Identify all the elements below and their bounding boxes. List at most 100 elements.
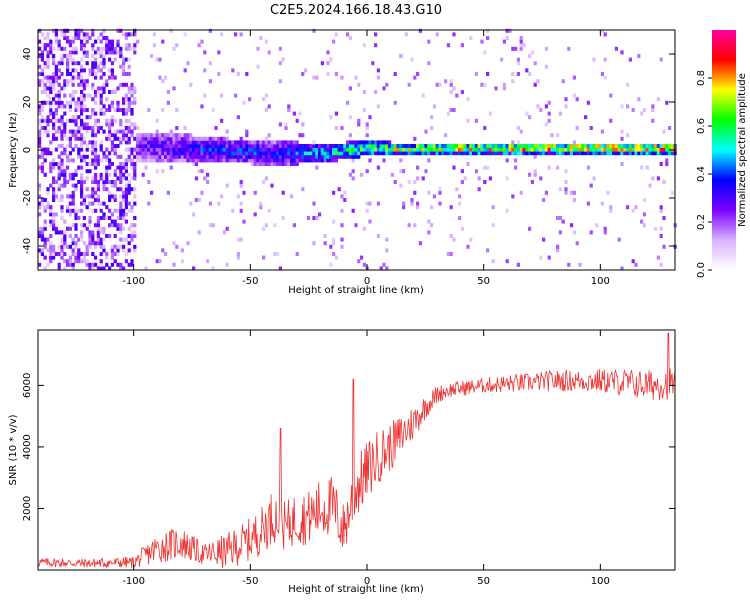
heatmap-cell xyxy=(346,140,350,145)
heatmap-cell xyxy=(416,147,420,152)
heatmap-cell xyxy=(52,165,56,170)
heatmap-cell xyxy=(376,75,380,80)
heatmap-cell xyxy=(105,122,109,127)
heatmap-cell xyxy=(91,97,95,102)
heatmap-cell xyxy=(446,111,450,116)
heatmap-cell xyxy=(659,162,663,166)
heatmap-cell xyxy=(362,90,366,94)
heatmap-cell xyxy=(306,216,310,220)
heatmap-cell xyxy=(105,118,109,123)
heatmap-cell xyxy=(127,118,131,123)
heatmap-cell xyxy=(528,54,532,58)
heatmap-cell xyxy=(80,140,84,145)
heatmap-cell xyxy=(270,158,274,163)
heatmap-cell xyxy=(460,147,464,152)
heatmap-cell xyxy=(505,176,509,181)
heatmap-cell xyxy=(119,194,123,199)
heatmap-cell xyxy=(38,82,42,87)
heatmap-cell xyxy=(46,201,50,206)
heatmap-cell xyxy=(91,208,95,213)
heatmap-cell xyxy=(550,147,554,152)
heatmap-cell xyxy=(404,151,408,156)
heatmap-cell xyxy=(407,223,411,228)
heatmap-cell xyxy=(407,147,411,152)
heatmap-cell xyxy=(662,147,666,152)
heatmap-cell xyxy=(113,234,117,238)
heatmap-cell xyxy=(63,36,67,40)
heatmap-cell xyxy=(376,234,380,238)
heatmap-cell xyxy=(122,108,126,112)
heatmap-cell xyxy=(130,82,134,87)
heatmap-cell xyxy=(413,144,417,148)
heatmap-cell xyxy=(71,201,75,206)
heatmap-cell xyxy=(130,208,134,213)
heatmap-cell xyxy=(158,133,162,138)
heatmap-cell xyxy=(124,183,128,188)
snr-x-tick-label: 0 xyxy=(364,576,370,587)
heatmap-cell xyxy=(556,216,560,220)
heatmap-cell xyxy=(91,151,95,156)
heatmap-cell xyxy=(656,147,660,152)
heatmap-cell xyxy=(343,147,347,152)
heatmap-cell xyxy=(60,151,64,156)
heatmap-cell xyxy=(40,100,44,105)
heatmap-cell xyxy=(52,61,56,66)
heatmap-cell xyxy=(659,205,663,210)
heatmap-cell xyxy=(124,147,128,152)
heatmap-cell xyxy=(544,122,548,127)
heatmap-cell xyxy=(164,75,168,80)
heatmap-cell xyxy=(127,158,131,163)
heatmap-cell xyxy=(180,144,184,148)
heatmap-cell xyxy=(43,151,47,156)
heatmap-cell xyxy=(102,151,106,156)
spectrogram-x-ticks: -100 -50 0 50 100 xyxy=(122,30,610,287)
heatmap-cell xyxy=(175,140,179,145)
heatmap-cell xyxy=(66,259,70,264)
heatmap-cell xyxy=(49,108,53,112)
heatmap-cell xyxy=(80,259,84,264)
heatmap-cell xyxy=(155,158,159,163)
heatmap-cell xyxy=(169,136,173,141)
heatmap-cell xyxy=(80,90,84,94)
heatmap-cell xyxy=(82,136,86,141)
heatmap-cell xyxy=(130,262,134,267)
heatmap-cell xyxy=(96,129,100,134)
heatmap-cell xyxy=(52,158,56,163)
heatmap-cell xyxy=(54,194,58,199)
heatmap-cell xyxy=(491,259,495,264)
heatmap-cell xyxy=(578,262,582,267)
heatmap-cell xyxy=(253,190,257,195)
heatmap-cell xyxy=(603,32,607,37)
heatmap-cell xyxy=(547,147,551,152)
heatmap-cell xyxy=(379,140,383,145)
heatmap-cell xyxy=(77,136,81,141)
spectrogram-ylabel: Frequency (Hz) xyxy=(8,112,19,188)
heatmap-cell xyxy=(77,237,81,242)
heatmap-cell xyxy=(259,162,263,166)
heatmap-cell xyxy=(466,244,470,249)
heatmap-cell xyxy=(438,147,442,152)
heatmap-cell xyxy=(113,147,117,152)
heatmap-cell xyxy=(110,244,114,249)
heatmap-cell xyxy=(572,190,576,195)
heatmap-cell xyxy=(220,136,224,141)
heatmap-cell xyxy=(600,151,604,156)
heatmap-cell xyxy=(192,158,196,163)
heatmap-cell xyxy=(96,126,100,130)
heatmap-cell xyxy=(74,61,78,66)
heatmap-cell xyxy=(368,158,372,163)
heatmap-cell xyxy=(239,147,243,152)
heatmap-cell xyxy=(264,176,268,181)
heatmap-cell xyxy=(127,72,131,76)
heatmap-cell xyxy=(225,154,229,159)
heatmap-cell xyxy=(256,144,260,148)
heatmap-cell xyxy=(43,90,47,94)
heatmap-cell xyxy=(539,144,543,148)
heatmap-cell xyxy=(96,187,100,192)
heatmap-cell xyxy=(539,255,543,260)
heatmap-cell xyxy=(561,219,565,224)
heatmap-cell xyxy=(155,154,159,159)
heatmap-cell xyxy=(444,133,448,138)
heatmap-cell xyxy=(598,144,602,148)
heatmap-cell xyxy=(46,75,50,80)
